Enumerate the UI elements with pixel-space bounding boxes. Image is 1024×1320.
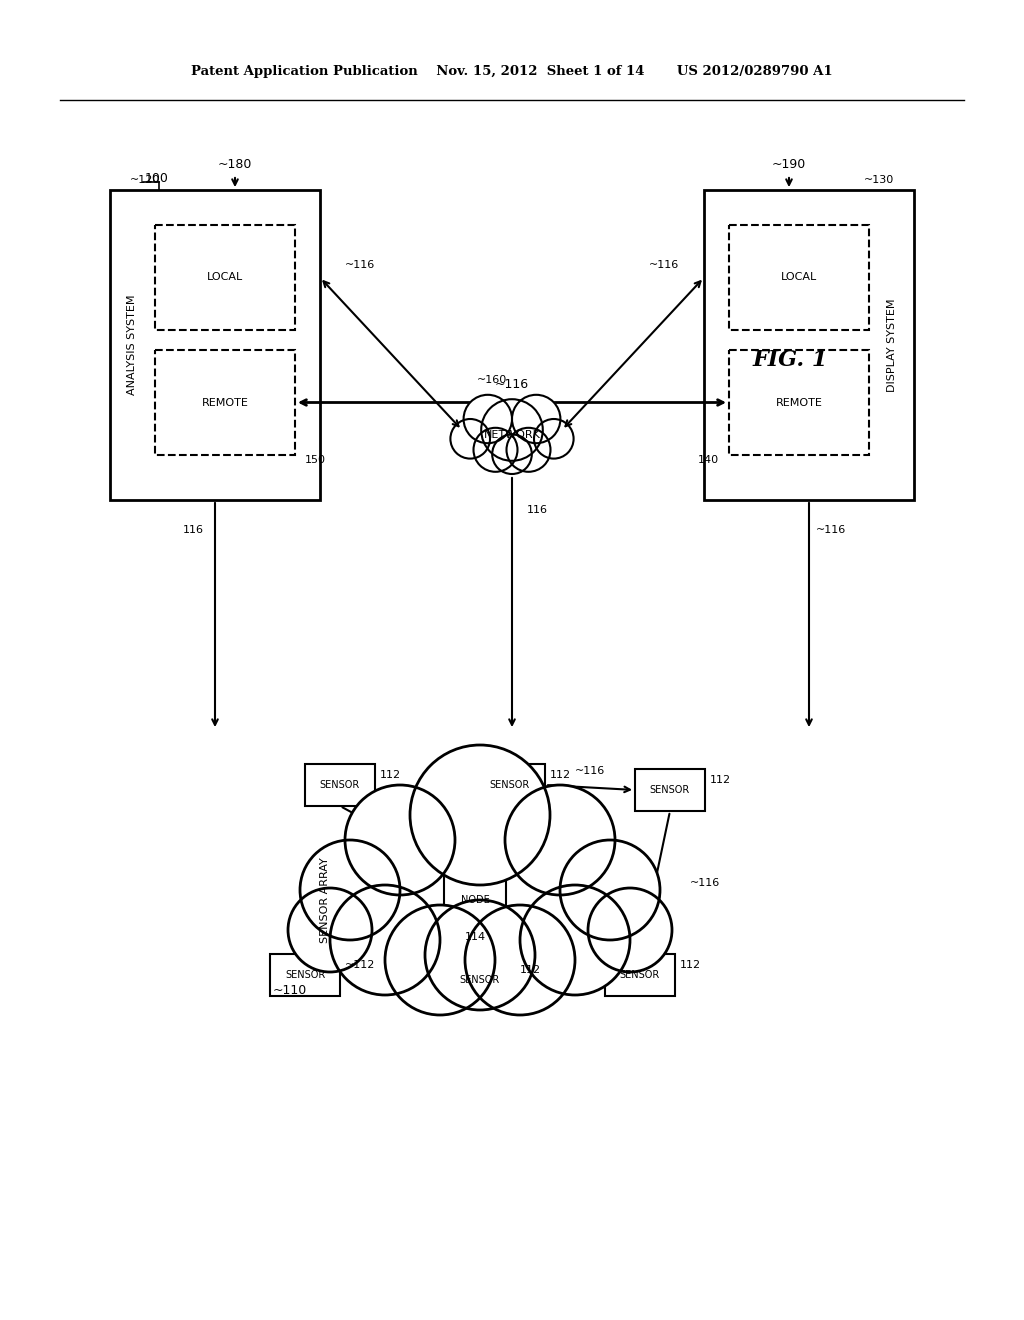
Bar <box>305 764 375 807</box>
Text: 140: 140 <box>698 455 719 465</box>
Text: NODE: NODE <box>461 895 489 906</box>
Circle shape <box>493 434 531 474</box>
Bar <box>155 224 295 330</box>
Bar <box>445 960 515 1001</box>
Bar <box>605 954 675 997</box>
Text: ~116: ~116 <box>649 260 679 271</box>
Text: LOCAL: LOCAL <box>781 272 817 282</box>
Circle shape <box>507 428 551 471</box>
Text: SENSOR: SENSOR <box>285 970 326 979</box>
Text: 112: 112 <box>710 775 731 785</box>
Text: ANALYSIS SYSTEM: ANALYSIS SYSTEM <box>127 294 137 395</box>
Text: ~116: ~116 <box>495 378 529 391</box>
Text: SENSOR: SENSOR <box>650 785 690 795</box>
Text: ~116: ~116 <box>345 260 375 271</box>
Circle shape <box>505 785 615 895</box>
Text: ~116: ~116 <box>574 766 605 776</box>
Text: SENSOR ARRAY: SENSOR ARRAY <box>319 857 330 942</box>
Text: Patent Application Publication    Nov. 15, 2012  Sheet 1 of 14       US 2012/028: Patent Application Publication Nov. 15, … <box>191 66 833 78</box>
Text: SENSOR: SENSOR <box>319 780 360 789</box>
Text: ~112: ~112 <box>345 960 376 970</box>
Circle shape <box>464 395 512 444</box>
Bar <box>729 350 869 455</box>
Circle shape <box>410 744 550 884</box>
Text: 112: 112 <box>380 770 401 780</box>
Text: 112: 112 <box>550 770 571 780</box>
Circle shape <box>560 840 660 940</box>
Circle shape <box>481 399 543 461</box>
Text: NETWORK: NETWORK <box>483 430 541 440</box>
Circle shape <box>520 884 630 995</box>
Text: ~180: ~180 <box>218 158 252 172</box>
Circle shape <box>288 888 372 972</box>
Circle shape <box>330 884 440 995</box>
Text: ~116: ~116 <box>816 525 846 535</box>
Text: 116: 116 <box>309 931 331 940</box>
Text: 150: 150 <box>305 455 326 465</box>
Text: 114: 114 <box>465 932 485 942</box>
Circle shape <box>588 888 672 972</box>
Bar <box>155 350 295 455</box>
Text: ~130: ~130 <box>864 176 894 185</box>
Bar <box>635 770 705 810</box>
Text: ~120: ~120 <box>130 176 160 185</box>
Text: 112: 112 <box>520 965 541 975</box>
Circle shape <box>534 418 573 458</box>
Circle shape <box>345 785 455 895</box>
Text: REMOTE: REMOTE <box>202 397 249 408</box>
Text: SENSOR: SENSOR <box>620 970 660 979</box>
Text: SENSOR: SENSOR <box>489 780 530 789</box>
Bar <box>475 764 545 807</box>
Bar <box>444 875 506 925</box>
Bar <box>270 954 340 997</box>
Circle shape <box>385 906 495 1015</box>
Text: DISPLAY SYSTEM: DISPLAY SYSTEM <box>887 298 897 392</box>
Bar <box>729 224 869 330</box>
Text: 100: 100 <box>145 172 169 185</box>
Text: 116: 116 <box>526 506 548 515</box>
Text: LOCAL: LOCAL <box>207 272 243 282</box>
Circle shape <box>473 428 517 471</box>
Text: ~110: ~110 <box>272 983 307 997</box>
Circle shape <box>425 900 535 1010</box>
Bar <box>705 190 914 500</box>
Text: 116: 116 <box>182 525 204 535</box>
Circle shape <box>300 840 400 940</box>
Text: ~116: ~116 <box>690 878 720 887</box>
Text: ~190: ~190 <box>772 158 806 172</box>
Circle shape <box>451 418 490 458</box>
Text: FIG. 1: FIG. 1 <box>753 348 827 371</box>
Text: ~160: ~160 <box>477 375 507 385</box>
Circle shape <box>512 395 560 444</box>
Bar <box>110 190 319 500</box>
Text: 116: 116 <box>469 810 490 820</box>
Text: 112: 112 <box>680 960 701 970</box>
Text: SENSOR: SENSOR <box>460 975 500 985</box>
Circle shape <box>465 906 575 1015</box>
Text: REMOTE: REMOTE <box>775 397 822 408</box>
Text: 116: 116 <box>550 961 570 972</box>
Text: ~116: ~116 <box>355 820 385 830</box>
